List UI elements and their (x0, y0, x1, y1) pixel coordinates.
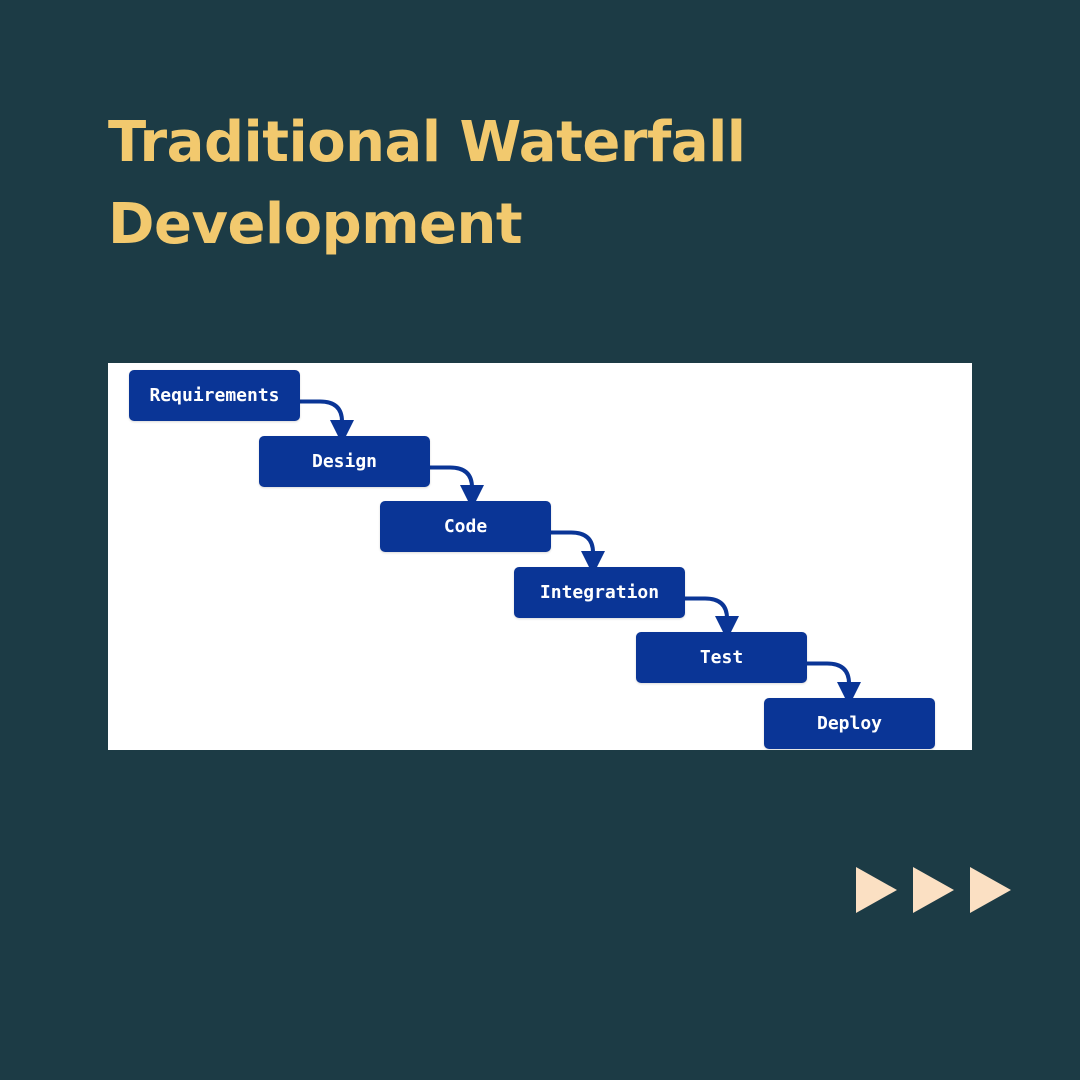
step-test: Test (636, 632, 807, 683)
slide-title-line-2: Development (108, 192, 523, 257)
flow-arrow-icon (430, 465, 484, 509)
step-integration: Integration (514, 567, 685, 618)
step-code: Code (380, 501, 551, 552)
step-design: Design (259, 436, 430, 487)
flow-arrow-icon (551, 530, 605, 575)
play-arrow-icon (913, 867, 954, 913)
flow-arrow-icon (807, 661, 861, 706)
flow-arrow-icon (300, 399, 354, 444)
flow-arrow-icon (685, 596, 739, 640)
slide-title-line-1: Traditional Waterfall (108, 110, 746, 175)
step-deploy: Deploy (764, 698, 935, 749)
next-slide-arrows[interactable] (856, 867, 1016, 913)
play-arrow-icon (970, 867, 1011, 913)
waterfall-diagram: Requirements Design Code Integration Test Dep… (108, 363, 972, 750)
step-requirements: Requirements (129, 370, 300, 421)
slide-title: Traditional Waterfall Development (108, 102, 908, 266)
connector-layer (300, 399, 861, 706)
play-arrow-icon (856, 867, 897, 913)
